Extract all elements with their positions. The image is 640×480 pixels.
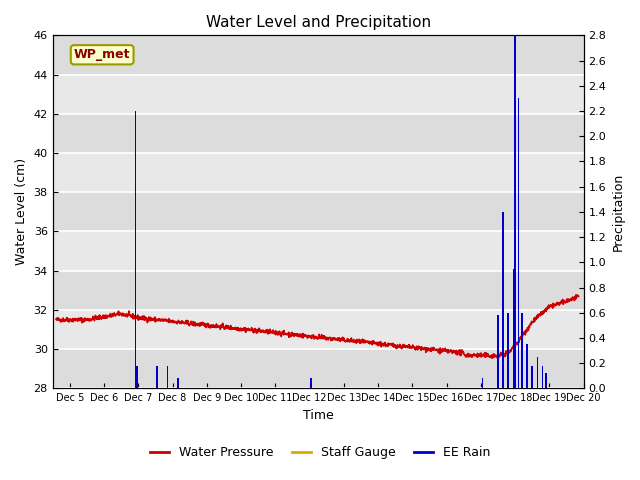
- Bar: [515, 36, 516, 388]
- Bar: [518, 98, 520, 388]
- Bar: [52, 74, 584, 114]
- Bar: [156, 366, 158, 388]
- Bar: [536, 357, 538, 388]
- Bar: [531, 366, 533, 388]
- Bar: [508, 313, 509, 388]
- Bar: [52, 310, 584, 349]
- Bar: [526, 344, 528, 388]
- Bar: [502, 212, 504, 388]
- Y-axis label: Precipitation: Precipitation: [612, 173, 625, 251]
- Bar: [521, 313, 523, 388]
- Title: Water Level and Precipitation: Water Level and Precipitation: [205, 15, 431, 30]
- Bar: [177, 378, 179, 388]
- Bar: [541, 366, 543, 388]
- Bar: [482, 378, 483, 388]
- Bar: [52, 153, 584, 192]
- Bar: [497, 315, 499, 388]
- Y-axis label: Water Level (cm): Water Level (cm): [15, 158, 28, 265]
- X-axis label: Time: Time: [303, 409, 333, 422]
- Legend: Water Pressure, Staff Gauge, EE Rain: Water Pressure, Staff Gauge, EE Rain: [145, 441, 495, 464]
- Bar: [545, 373, 547, 388]
- Bar: [136, 366, 138, 388]
- Bar: [166, 366, 168, 388]
- Bar: [310, 378, 312, 388]
- Text: WP_met: WP_met: [74, 48, 131, 61]
- Bar: [135, 111, 136, 388]
- Bar: [52, 231, 584, 271]
- Bar: [513, 269, 515, 388]
